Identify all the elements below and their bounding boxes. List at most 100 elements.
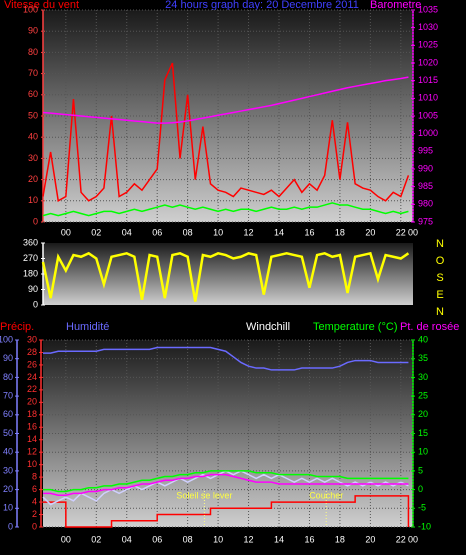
y-tick-label: 40 <box>28 132 38 142</box>
x-tick-label: 04 <box>122 227 132 237</box>
x-tick-label: 20 <box>365 534 375 544</box>
y-tick-label: 90 <box>28 284 38 294</box>
y3-tick-label: 14 <box>27 434 37 444</box>
y-tick-label: 10 <box>28 195 38 205</box>
y-tick-label: 20 <box>28 174 38 184</box>
series-line <box>43 470 409 493</box>
y2-tick-label: -5 <box>418 503 426 513</box>
chart-title: 24 hours graph day: 20 Decembre 2011 <box>165 0 359 11</box>
y2-tick-label: 975 <box>418 216 433 226</box>
y3-tick-label: 12 <box>27 447 37 457</box>
y-tick-label: 90 <box>28 26 38 36</box>
y-tick-label: 10 <box>3 503 13 513</box>
plot-area <box>43 243 413 305</box>
series-line <box>43 346 409 371</box>
y-tick-label: 40 <box>3 447 13 457</box>
y-tick-label: 60 <box>3 409 13 419</box>
x-tick-label: 18 <box>335 227 345 237</box>
x-tick-label: 18 <box>335 534 345 544</box>
y3-tick-label: 6 <box>32 484 37 494</box>
sun-label: Coucher <box>309 490 343 500</box>
y3-tick-label: 24 <box>27 372 37 382</box>
y3-tick-label: 18 <box>27 409 37 419</box>
y-tick-label: 0 <box>33 216 38 226</box>
y3-tick-label: 0 <box>32 521 37 531</box>
y-tick-label: 80 <box>3 372 13 382</box>
sun-label: Soleil se lever <box>176 490 232 500</box>
y3-tick-label: 30 <box>27 334 37 344</box>
y-tick-label: 180 <box>23 268 38 278</box>
temperature-label: Temperature (°C) <box>313 321 397 333</box>
x-tick-label: 00 <box>61 227 71 237</box>
y-tick-label: 270 <box>23 253 38 263</box>
y-tick-label: 0 <box>8 521 13 531</box>
x-tick-label: 08 <box>183 534 193 544</box>
x-tick-label: 00 <box>408 227 418 237</box>
y3-tick-label: 8 <box>32 472 37 482</box>
y3-tick-label: 4 <box>32 496 37 506</box>
humidity-label: Humidité <box>66 321 109 333</box>
x-tick-label: 22 <box>396 534 406 544</box>
y3-tick-label: 10 <box>27 459 37 469</box>
y-tick-label: 100 <box>0 334 13 344</box>
x-tick-label: 06 <box>152 227 162 237</box>
y2-tick-label: 1020 <box>418 57 438 67</box>
plot-area <box>43 340 413 527</box>
y-tick-label: 70 <box>3 390 13 400</box>
x-tick-label: 00 <box>61 534 71 544</box>
y3-tick-label: 26 <box>27 359 37 369</box>
x-tick-label: 04 <box>122 534 132 544</box>
series-line <box>43 495 410 528</box>
x-tick-label: 14 <box>274 227 284 237</box>
y-tick-label: 90 <box>3 353 13 363</box>
y-tick-label: 30 <box>3 465 13 475</box>
y2-tick-label: 1005 <box>418 110 438 120</box>
plot-area <box>43 10 413 222</box>
y3-tick-label: 22 <box>27 384 37 394</box>
y2-tick-label: 1010 <box>418 93 438 103</box>
y3-tick-label: 2 <box>32 509 37 519</box>
series-line <box>42 202 409 217</box>
series-line <box>43 473 409 496</box>
compass-o: O <box>436 255 445 267</box>
y2-tick-label: 1035 <box>418 4 438 14</box>
y2-tick-label: 30 <box>418 372 428 382</box>
y2-tick-label: 40 <box>418 334 428 344</box>
y-tick-label: 30 <box>28 153 38 163</box>
y2-tick-label: 990 <box>418 163 433 173</box>
x-tick-label: 06 <box>152 534 162 544</box>
y2-tick-label: 35 <box>418 353 428 363</box>
x-tick-label: 10 <box>213 227 223 237</box>
y2-tick-label: 1015 <box>418 75 438 85</box>
y-tick-label: 70 <box>28 68 38 78</box>
compass-e: E <box>436 289 443 301</box>
series-line <box>42 76 409 124</box>
x-tick-label: 10 <box>213 534 223 544</box>
windchill-label: Windchill <box>246 321 290 333</box>
x-tick-label: 02 <box>91 534 101 544</box>
y2-tick-label: 5 <box>418 465 423 475</box>
y2-tick-label: 10 <box>418 447 428 457</box>
compass-n: N <box>436 306 444 318</box>
compass-n: N <box>436 238 444 250</box>
x-tick-label: 20 <box>365 227 375 237</box>
x-tick-label: 02 <box>91 227 101 237</box>
y3-tick-label: 16 <box>27 422 37 432</box>
x-tick-label: 16 <box>304 534 314 544</box>
y2-tick-label: 0 <box>418 484 423 494</box>
y-tick-label: 50 <box>3 428 13 438</box>
y2-tick-label: 985 <box>418 181 433 191</box>
y2-tick-label: 20 <box>418 409 428 419</box>
wind-label: Vitesse du vent <box>4 0 79 11</box>
x-tick-label: 12 <box>244 534 254 544</box>
y2-tick-label: -10 <box>418 521 431 531</box>
y-tick-label: 60 <box>28 89 38 99</box>
y2-tick-label: 980 <box>418 199 433 209</box>
y2-tick-label: 25 <box>418 390 428 400</box>
y3-tick-label: 20 <box>27 397 37 407</box>
x-tick-label: 00 <box>408 534 418 544</box>
y2-tick-label: 15 <box>418 428 428 438</box>
y2-tick-label: 1000 <box>418 128 438 138</box>
barometer-label: Barometre <box>370 0 421 11</box>
